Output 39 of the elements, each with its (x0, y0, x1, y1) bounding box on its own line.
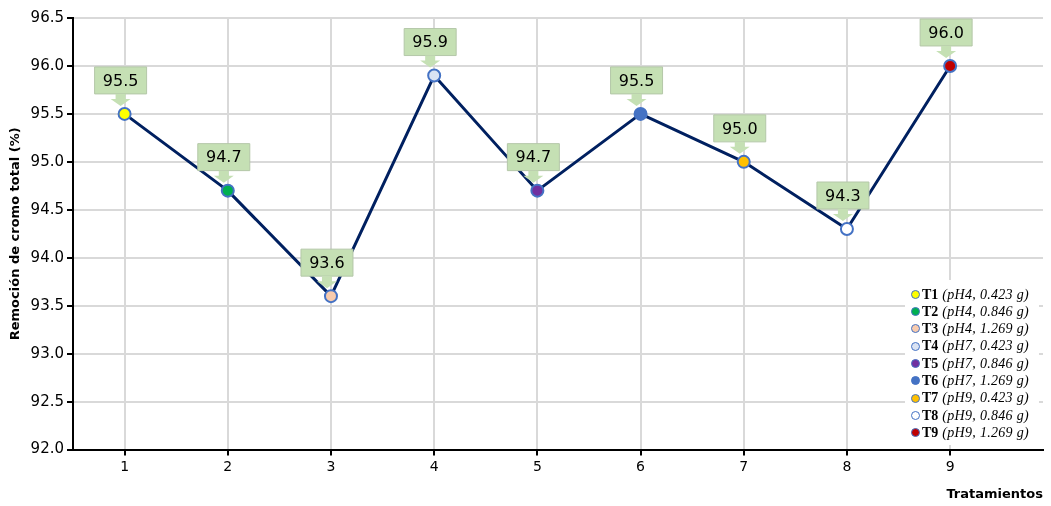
y-tick-label: 94.5 (30, 199, 64, 218)
data-label: 95.9 (412, 32, 448, 52)
data-label: 95.0 (721, 118, 758, 138)
legend-label: T8 (pH9, 0.846 g) (922, 406, 1029, 424)
legend-label: T2 (pH4, 0.846 g) (922, 302, 1029, 321)
data-label: 94.7 (515, 147, 552, 167)
y-tick-label: 92.0 (30, 439, 64, 458)
x-tick-label: 9 (945, 457, 955, 474)
data-label: 95.5 (102, 70, 139, 90)
legend-label: T3 (pH4, 1.269 g) (922, 320, 1029, 338)
legend-label: T4 (pH7, 0.423 g) (922, 337, 1029, 355)
x-tick-label: 5 (532, 457, 542, 474)
data-label: 94.7 (205, 147, 242, 167)
legend-label: T7 (pH9, 0.423 g) (922, 389, 1029, 407)
x-tick-label: 2 (223, 457, 233, 474)
data-label: 93.6 (309, 252, 345, 272)
y-tick-label: 92.5 (30, 391, 64, 410)
y-tick-label: 93.0 (30, 343, 64, 362)
x-tick-label: 1 (120, 457, 130, 474)
data-label: 96.0 (928, 22, 964, 42)
y-tick-label: 95.0 (30, 151, 64, 170)
y-tick-label: 96.5 (30, 7, 64, 26)
y-tick-label: 93.5 (30, 295, 64, 314)
x-tick-label: 4 (429, 457, 439, 474)
data-label: 94.3 (825, 185, 861, 205)
y-tick-label: 94.0 (30, 247, 64, 266)
x-tick-label: 3 (326, 457, 336, 474)
legend-label: T5 (pH7, 0.846 g) (922, 354, 1029, 373)
x-tick-label: 8 (842, 457, 852, 474)
data-label: 95.5 (618, 70, 655, 90)
y-tick-label: 96.0 (30, 55, 64, 74)
legend-label: T6 (pH7, 1.269 g) (922, 372, 1029, 390)
x-tick-label: 7 (739, 457, 749, 474)
y-axis-title: Remoción de cromo total (%) (7, 127, 23, 341)
y-tick-label: 95.5 (30, 103, 64, 122)
x-tick-label: 6 (636, 457, 646, 474)
legend-label: T9 (pH9, 1.269 g) (922, 423, 1029, 442)
x-axis-title: Tratamientos (946, 485, 1044, 501)
legend-label: T1 (pH4, 0.423 g) (922, 285, 1029, 303)
